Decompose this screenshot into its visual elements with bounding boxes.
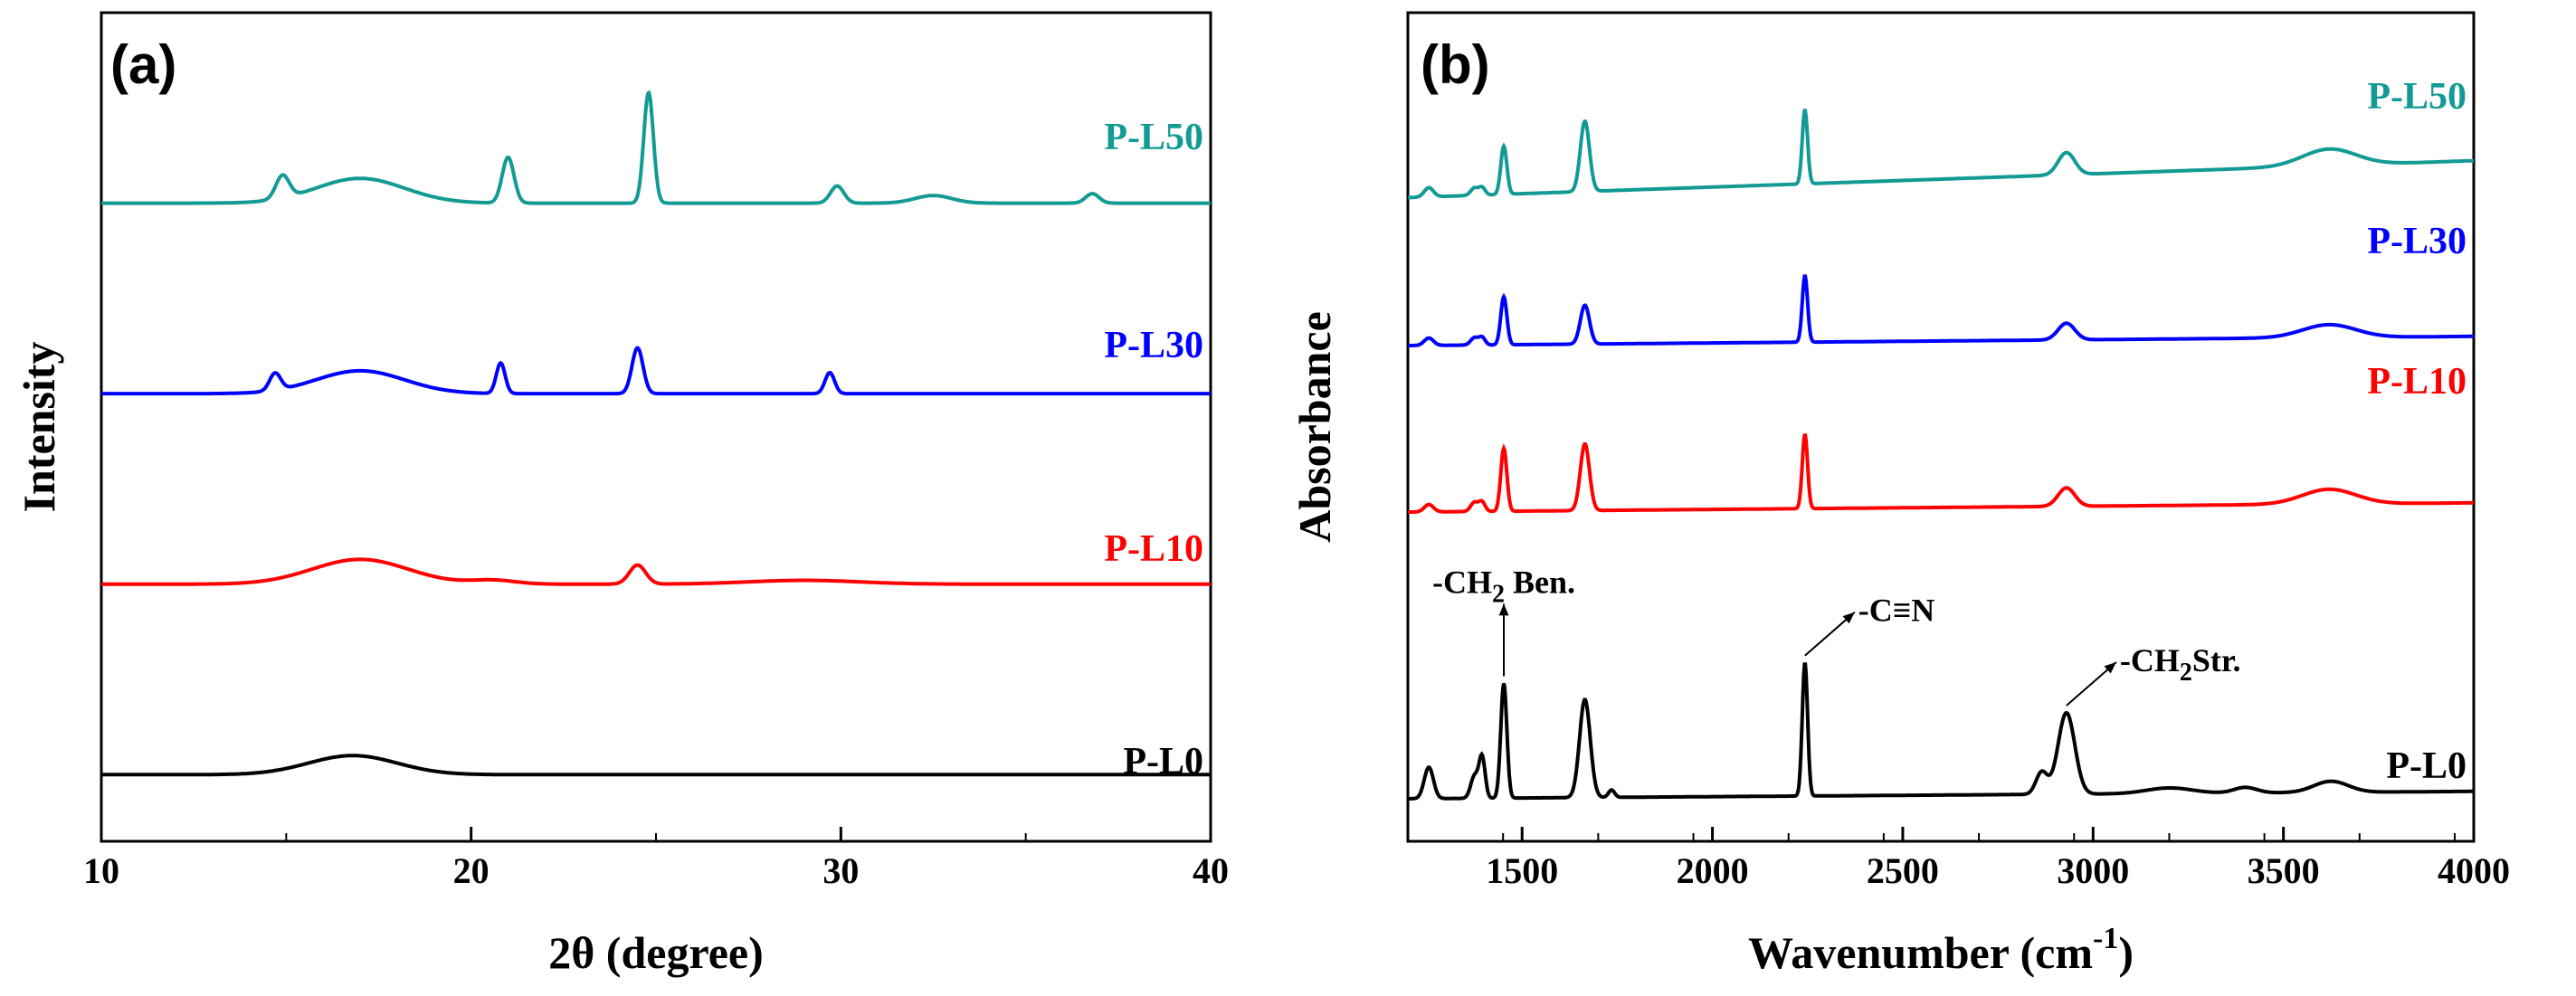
panel-b-x-axis-label-sup: -1 [2093, 922, 2118, 955]
series-line-p-l30 [101, 346, 1211, 396]
panel-a-xrd: 10 20 30 40 P-L0 P-L10 P-L30 P-L50 (a) 2θ (deg… [14, 11, 1229, 978]
x-tick-label: 3000 [2057, 850, 2129, 891]
panel-b-x-ticks: 1500 2000 2500 3000 3500 4000 [1407, 827, 2510, 891]
series-line-p-l10 [101, 557, 1211, 586]
series-line-p-l10 [1407, 433, 2474, 515]
panel-b-y-axis-label: Absorbance [1289, 311, 1340, 543]
panel-a-y-axis-label: Intensity [14, 342, 64, 513]
x-tick-label: 3500 [2248, 850, 2320, 891]
panel-b-frame [1406, 11, 2476, 843]
x-tick-label: 40 [1193, 850, 1229, 891]
series-label-p-l0: P-L0 [2386, 745, 2467, 787]
panel-b-x-axis-label-tail: ) [2118, 927, 2134, 978]
series-line-p-l50 [1407, 109, 2474, 200]
panel-a-series [101, 90, 1211, 777]
annotation-arrowhead [1498, 603, 1509, 616]
series-label-p-l30: P-L30 [2367, 221, 2467, 262]
series-line-p-l0 [1408, 662, 2474, 801]
x-tick-label: 2000 [1677, 850, 1749, 891]
x-tick-label: 30 [822, 850, 859, 891]
panel-a-label: (a) [110, 34, 176, 95]
series-line-p-l50 [101, 90, 1211, 205]
panel-b-series [1407, 109, 2474, 801]
panel-a-series-labels: P-L0 P-L10 P-L30 P-L50 [1104, 117, 1203, 783]
panel-b-x-axis-label-main: Wavenumber (cm [1748, 927, 2093, 978]
annotation-arrowhead [2104, 661, 2116, 674]
series-line-p-l30 [1408, 274, 2474, 347]
panel-b-ftir: 1500 2000 2500 3000 3500 4000 P-L0P-L10P-L30P… [1289, 11, 2510, 978]
panel-a-x-axis-label: 2θ (degree) [548, 927, 764, 978]
panel-b-series-labels: P-L0 P-L10 P-L30 P-L50 [2367, 76, 2467, 787]
panel-b-annotations: -CH2 Ben. -C≡N -CH2Str. [1432, 564, 2241, 707]
x-tick-label: 20 [453, 850, 490, 891]
series-label-p-l50: P-L50 [2367, 76, 2467, 118]
series-label-p-l10: P-L10 [1104, 528, 1203, 570]
annotation-label: -C≡N [1858, 593, 1935, 629]
x-tick-label: 4000 [2438, 850, 2510, 891]
series-label-p-l0: P-L0 [1123, 741, 1203, 783]
x-tick-label: 2500 [1867, 850, 1939, 891]
panel-a-frame [100, 11, 1212, 843]
series-label-p-l30: P-L30 [1104, 325, 1203, 366]
series-label-p-l50: P-L50 [1104, 117, 1203, 158]
series-label-p-l10: P-L10 [2367, 361, 2467, 403]
panel-a-x-ticks: 10 20 30 40 [83, 827, 1229, 891]
annotation-label: -CH2Str. [2120, 642, 2241, 687]
series-line-p-l0 [101, 754, 1211, 777]
x-tick-label: 10 [83, 850, 119, 891]
x-tick-label: 1500 [1486, 850, 1558, 891]
annotation-arrowhead [1842, 612, 1855, 624]
annotation-label: -CH2 Ben. [1432, 564, 1575, 608]
panel-b-label: (b) [1421, 34, 1490, 95]
panel-b-x-axis-label: Wavenumber (cm-1) [1748, 922, 2134, 978]
